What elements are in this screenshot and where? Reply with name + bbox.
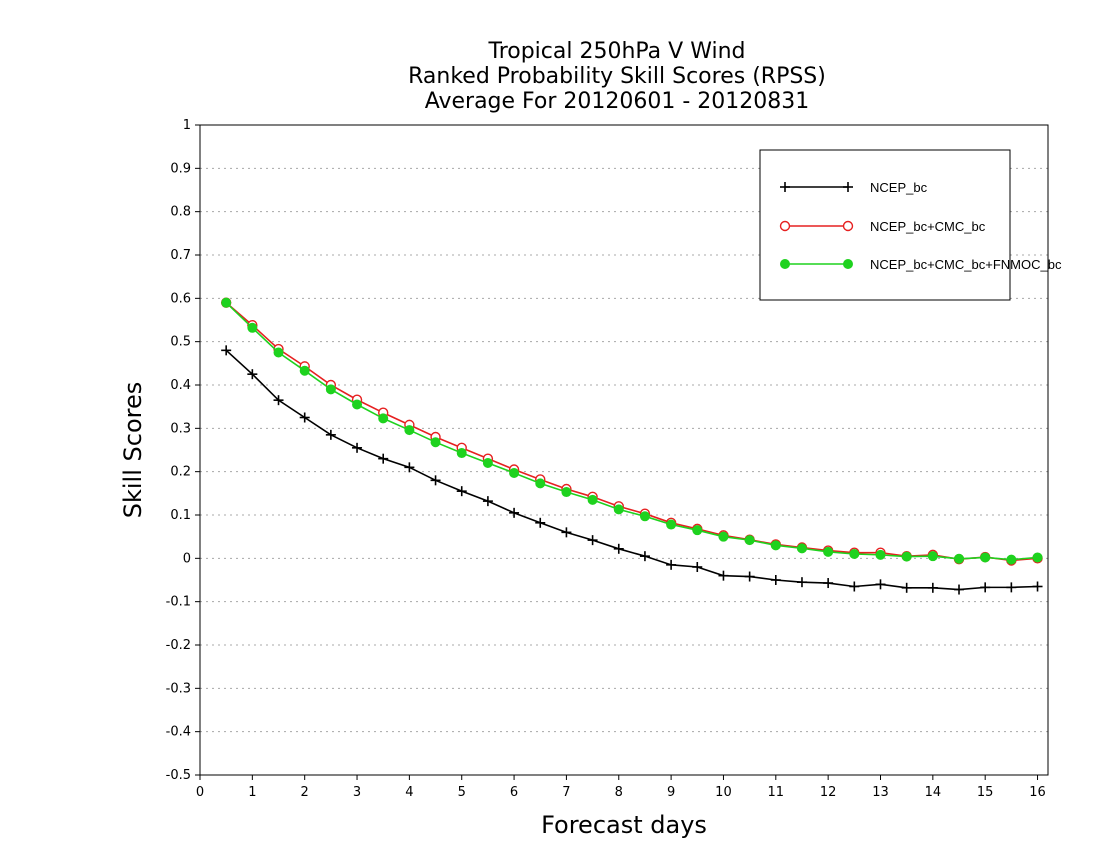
y-tick-label: -0.3 — [166, 681, 191, 696]
legend-marker-end — [843, 259, 853, 269]
y-tick-label: 0.8 — [170, 205, 191, 220]
plot-area-frame — [199, 124, 1049, 776]
series-point — [875, 549, 886, 560]
series-point — [639, 511, 650, 522]
y-tick-label: -0.4 — [166, 725, 191, 740]
series-point — [1032, 552, 1043, 563]
legend: NCEP_bc NCEP_bc+CMC_bc NCEP_bc+CMC_bc+FNMO… — [759, 149, 1062, 301]
series-point — [1006, 554, 1017, 565]
x-tick-label: 14 — [925, 785, 942, 800]
series-point — [587, 494, 598, 505]
x-tick-label: 12 — [820, 785, 837, 800]
x-tick-label: 8 — [615, 785, 623, 800]
y-tick-label: 0.9 — [170, 161, 191, 176]
series-point — [456, 448, 467, 459]
series-point — [980, 552, 991, 563]
series-point — [404, 425, 415, 436]
series-point — [509, 467, 520, 478]
legend-entry: NCEP_bc — [780, 180, 928, 195]
legend-label: NCEP_bc+CMC_bc+FNMOC_bc — [870, 257, 1062, 272]
x-tick-label: 11 — [768, 785, 785, 800]
series-point — [927, 551, 938, 562]
y-tick-label: 1 — [183, 118, 191, 133]
series-point — [482, 458, 493, 468]
series-point — [692, 525, 703, 536]
legend-entries: NCEP_bc NCEP_bc+CMC_bc NCEP_bc+CMC_bc+FNMO… — [779, 180, 1062, 272]
series-point — [770, 540, 781, 551]
y-tick-label: 0 — [183, 551, 191, 566]
y-tick-label: 0.5 — [170, 335, 191, 350]
x-axis-title: Forecast days — [541, 811, 707, 839]
legend-marker-end — [842, 220, 854, 232]
chart-title: Tropical 250hPa V Wind Ranked Probabilit… — [408, 39, 826, 114]
legend-entry: NCEP_bc+CMC_bc — [779, 219, 986, 234]
series-point — [325, 384, 336, 395]
series-point — [954, 553, 965, 564]
y-tick-label: -0.1 — [166, 595, 191, 610]
series-line — [225, 349, 1038, 591]
y-tick-label: 0.1 — [170, 508, 191, 523]
y-tick-label: 0.2 — [170, 465, 191, 480]
chart-title-line-1: Tropical 250hPa V Wind — [487, 39, 745, 64]
series-point — [823, 546, 834, 557]
x-tick-label: 15 — [977, 785, 994, 800]
x-tick-label: 9 — [667, 785, 675, 800]
series-point — [273, 347, 284, 358]
legend-marker-start — [779, 220, 791, 232]
data-series — [220, 297, 1043, 595]
series-point — [247, 322, 258, 333]
y-tick-label: -0.2 — [166, 638, 191, 653]
x-tick-label: 4 — [405, 785, 413, 800]
series-point — [718, 531, 729, 542]
series-point — [666, 519, 677, 530]
series-point — [352, 399, 363, 410]
series-0 — [221, 345, 1043, 595]
series-point — [613, 504, 624, 515]
y-tick-label: 0.7 — [170, 248, 191, 263]
x-tick-label: 10 — [715, 785, 732, 800]
series-point — [561, 487, 572, 498]
y-tick-label: 0.6 — [170, 291, 191, 306]
legend-box — [759, 149, 1011, 301]
legend-entry: NCEP_bc+CMC_bc+FNMOC_bc — [780, 257, 1062, 272]
x-tick-label: 1 — [248, 785, 256, 800]
x-tick-label: 0 — [196, 785, 204, 800]
series-point — [744, 535, 755, 546]
series-point — [378, 413, 389, 424]
x-tick-label: 7 — [562, 785, 570, 800]
y-tick-label: 0.4 — [170, 378, 191, 393]
series-point — [535, 478, 546, 489]
x-tick-label: 2 — [301, 785, 309, 800]
x-tick-label: 5 — [458, 785, 466, 800]
series-point — [849, 549, 860, 559]
y-tick-label: 0.3 — [170, 421, 191, 436]
legend-label: NCEP_bc — [870, 180, 928, 195]
y-tick-label: -0.5 — [166, 768, 191, 783]
legend-marker-start — [780, 259, 790, 269]
chart-title-line-3: Average For 20120601 - 20120831 — [425, 89, 810, 114]
x-tick-label: 3 — [353, 785, 361, 800]
series-point — [299, 365, 310, 376]
series-point — [796, 543, 807, 554]
series-point — [430, 437, 441, 448]
series-point — [901, 551, 912, 562]
x-tick-label: 13 — [872, 785, 889, 800]
series-point — [221, 297, 232, 308]
chart-title-line-2: Ranked Probability Skill Scores (RPSS) — [408, 64, 826, 89]
y-axis-title: Skill Scores — [119, 382, 147, 519]
series-1 — [220, 297, 1043, 566]
legend-label: NCEP_bc+CMC_bc — [870, 219, 986, 234]
series-2 — [221, 297, 1043, 565]
axis-ticks: -0.5 -0.4 -0.3 -0.2 -0.1 0 0.1 0.2 0.3 0.4 0.5 0.6 0… — [166, 118, 1046, 800]
x-tick-label: 16 — [1029, 785, 1046, 800]
x-tick-label: 6 — [510, 785, 518, 800]
